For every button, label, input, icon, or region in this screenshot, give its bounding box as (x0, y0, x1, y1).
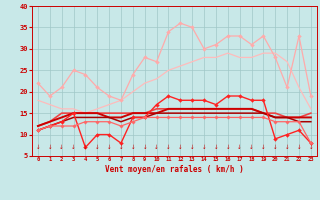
X-axis label: Vent moyen/en rafales ( km/h ): Vent moyen/en rafales ( km/h ) (105, 165, 244, 174)
